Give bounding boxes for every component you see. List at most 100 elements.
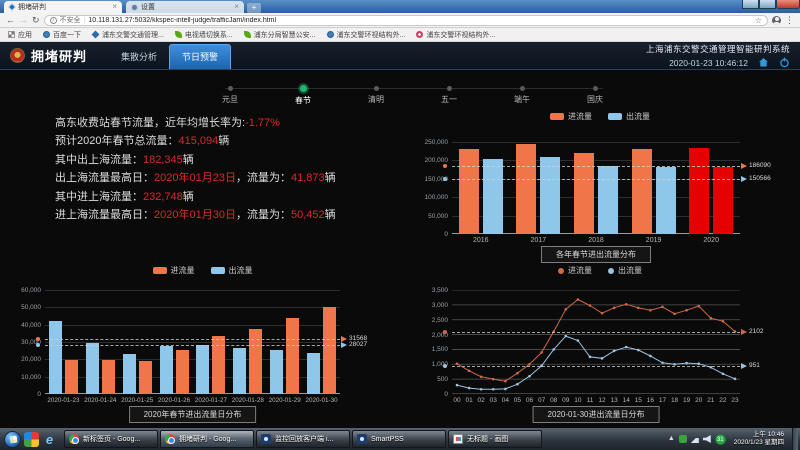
bookmark-item[interactable]: 电视墙切换系... bbox=[174, 30, 233, 40]
datetime-text: 2020-01-23 10:46:12 bbox=[669, 57, 748, 68]
timeline-item-3[interactable]: 清明 bbox=[346, 80, 406, 105]
taskbar-button[interactable]: 拥堵研判 - Goog... bbox=[160, 430, 254, 448]
timeline-item-4[interactable]: 五一 bbox=[419, 80, 479, 105]
bookmark-item[interactable]: 应用 bbox=[8, 30, 32, 40]
reference-line bbox=[45, 339, 340, 341]
chart-title-button[interactable]: 2020年春节进出流量日分布 bbox=[128, 406, 257, 423]
bookmark-star-icon[interactable] bbox=[755, 16, 762, 25]
taskbar-button[interactable]: 无标题 - 画图 bbox=[448, 430, 542, 448]
system-name: 上海浦东交警交通管理智能研判系统 bbox=[645, 44, 790, 54]
pinned-app-icon[interactable] bbox=[24, 431, 39, 447]
reload-button[interactable] bbox=[32, 16, 40, 25]
window-close-button[interactable] bbox=[776, 0, 800, 9]
x-axis-line bbox=[452, 233, 740, 234]
power-icon[interactable] bbox=[779, 57, 790, 68]
bookmark-item[interactable]: 浦东交警交通管理... bbox=[91, 30, 164, 40]
browser-menu-icon[interactable] bbox=[785, 15, 794, 26]
volume-tray-icon[interactable] bbox=[702, 435, 711, 443]
y-tick-label: 0 bbox=[37, 391, 41, 398]
police-badge-icon bbox=[10, 48, 25, 63]
show-desktop-button[interactable] bbox=[792, 428, 798, 450]
tab-cluster-analysis[interactable]: 集散分析 bbox=[121, 52, 158, 62]
legend-item[interactable]: 出流量 bbox=[608, 265, 642, 276]
taskbar-button-label: 监控回放客户端 i... bbox=[275, 436, 334, 443]
legend-item[interactable]: 进流量 bbox=[550, 111, 592, 122]
legend-swatch bbox=[550, 113, 564, 120]
bar-进流量 bbox=[64, 359, 78, 394]
tab-holiday-warning[interactable]: 节日预警 bbox=[169, 44, 232, 69]
bar-出流量 bbox=[48, 321, 62, 394]
taskbar-button-label: 新标签页 - Goog... bbox=[83, 436, 141, 443]
y-tick-label: 3,500 bbox=[431, 287, 448, 294]
legend-item[interactable]: 出流量 bbox=[608, 111, 650, 122]
legend-item[interactable]: 进流量 bbox=[152, 265, 195, 276]
antivirus-tray-icon[interactable] bbox=[678, 435, 687, 443]
forward-button[interactable] bbox=[19, 16, 28, 25]
taskbar-button[interactable]: 监控回放客户端 i... bbox=[256, 430, 350, 448]
reference-label: 951 bbox=[749, 361, 760, 369]
browser-tab-settings[interactable]: 设置 bbox=[126, 1, 244, 13]
chart-title-button[interactable]: 各年春节进出流量分布 bbox=[541, 246, 651, 263]
tab-close-icon[interactable] bbox=[234, 3, 239, 11]
y-tick-label: 1,000 bbox=[431, 361, 448, 369]
bookmark-item[interactable]: 百度一下 bbox=[43, 30, 81, 40]
gridline bbox=[452, 197, 740, 199]
taskbar-clock[interactable]: 上午 10:46 2020/1/23 星期四 bbox=[734, 431, 784, 447]
bookmark-leaf-icon bbox=[243, 31, 251, 38]
y-tick-label: 1,500 bbox=[431, 346, 448, 354]
x-tick-label: 2016 bbox=[473, 237, 489, 244]
address-bar[interactable]: 不安全 | 10.118.131.27:5032/kkspec-intell-j… bbox=[43, 14, 768, 26]
bookmark-leaf-icon bbox=[174, 31, 182, 38]
bookmark-label: 浦东交警环视结构外... bbox=[336, 31, 406, 39]
profile-icon[interactable] bbox=[772, 15, 781, 25]
bookmark-label: 浦东分局智慧公安... bbox=[253, 31, 316, 39]
reference-line bbox=[452, 331, 740, 333]
timeline-item-6[interactable]: 国庆 bbox=[565, 80, 625, 105]
bookmark-item[interactable]: 浦东分局智慧公安... bbox=[243, 30, 316, 40]
x-tick-label: 2020-01-25 bbox=[121, 397, 154, 404]
window-maximize-button[interactable] bbox=[759, 0, 776, 9]
hidden-icons-chevron-icon[interactable] bbox=[668, 435, 675, 443]
tab-close-icon[interactable] bbox=[112, 3, 117, 11]
home-icon[interactable] bbox=[758, 57, 769, 68]
x-tick-label: 2017 bbox=[530, 237, 547, 244]
chart-title-button[interactable]: 2020-01-30进出流量日分布 bbox=[532, 406, 660, 423]
bookmark-label: 百度一下 bbox=[53, 31, 81, 39]
y-tick-label: 60,000 bbox=[21, 287, 41, 294]
hourly-line-chart: 进流量 出流量 0 500 1,000 1,500 2,000 2,500 3,000 3,500… bbox=[400, 262, 800, 423]
window-minimize-button[interactable] bbox=[742, 0, 759, 9]
line-chart-canvas bbox=[452, 289, 740, 395]
bookmark-label: 浦东交警交通管理... bbox=[102, 31, 164, 39]
bookmark-item[interactable]: 浦东交警环视结构外... bbox=[416, 30, 495, 40]
x-tick-label: 12 bbox=[598, 397, 606, 404]
network-tray-icon[interactable] bbox=[690, 435, 699, 443]
y-tick-label: 150,000 bbox=[424, 175, 449, 183]
taskbar-button-label: SmartPSS bbox=[371, 435, 404, 443]
x-tick-label: 23 bbox=[731, 397, 739, 404]
tray-badge[interactable]: 31 bbox=[714, 433, 726, 445]
bookmark-label: 应用 bbox=[18, 31, 32, 39]
timeline-item-5[interactable]: 端午 bbox=[492, 80, 552, 105]
taskbar-button[interactable]: SmartPSS bbox=[352, 430, 446, 448]
taskbar-button[interactable]: 新标签页 - Goog... bbox=[64, 430, 158, 448]
new-tab-button[interactable] bbox=[247, 3, 261, 13]
timeline-item-1[interactable]: 元旦 bbox=[200, 80, 260, 105]
window-controls bbox=[742, 0, 800, 9]
start-button[interactable] bbox=[4, 430, 21, 448]
timeline-item-2[interactable]: 春节 bbox=[273, 80, 333, 106]
internet-explorer-icon[interactable] bbox=[42, 432, 57, 447]
legend-label: 进流量 bbox=[568, 266, 592, 275]
back-button[interactable] bbox=[6, 16, 15, 25]
x-tick-label: 17 bbox=[658, 397, 667, 404]
x-tick-label: 18 bbox=[670, 397, 679, 404]
timeline-label: 端午 bbox=[514, 95, 530, 104]
url-text[interactable]: 10.118.131.27:5032/kkspec-intell-judge/t… bbox=[88, 16, 277, 24]
browser-tab-traffic[interactable]: 拥堵研判 bbox=[4, 1, 122, 13]
x-tick-label: 02 bbox=[477, 397, 485, 404]
bookmark-item[interactable]: 浦东交警环视结构外... bbox=[326, 30, 406, 40]
bar-出流量 bbox=[270, 350, 284, 394]
site-info-icon[interactable] bbox=[49, 16, 57, 24]
legend-item[interactable]: 进流量 bbox=[558, 265, 592, 276]
legend-item[interactable]: 出流量 bbox=[210, 265, 253, 276]
dashboard: 拥堵研判 集散分析 节日预警 上海浦东交警交通管理智能研判系统 2020-01-… bbox=[0, 42, 800, 428]
